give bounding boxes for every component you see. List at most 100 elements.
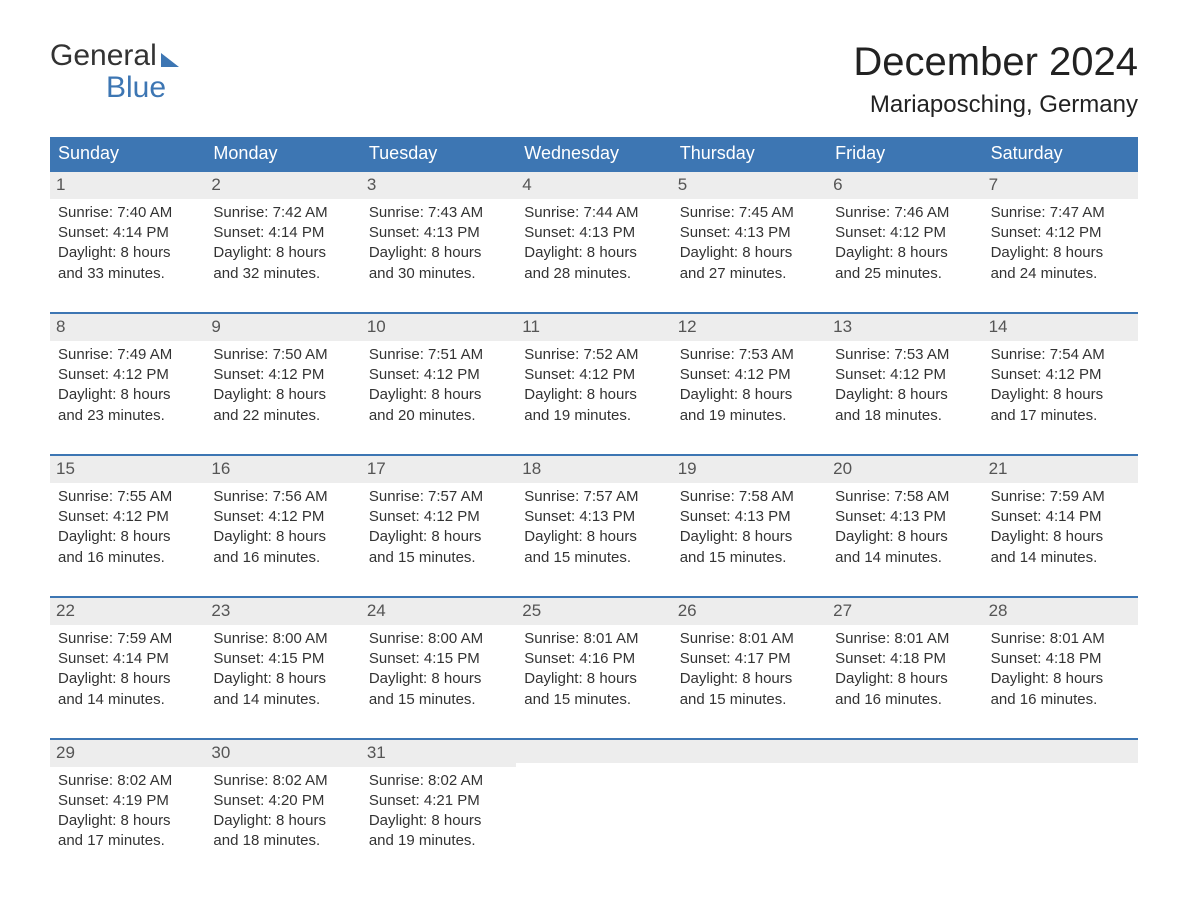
- day-number: 15: [50, 456, 205, 483]
- day-header-wednesday: Wednesday: [516, 137, 671, 170]
- calendar-cell: 18Sunrise: 7:57 AMSunset: 4:13 PMDayligh…: [516, 456, 671, 578]
- daylight-line-1: Daylight: 8 hours: [369, 669, 508, 689]
- sunrise-line: Sunrise: 7:49 AM: [58, 345, 197, 365]
- daylight-line-1: Daylight: 8 hours: [369, 527, 508, 547]
- sunset-line: Sunset: 4:13 PM: [524, 507, 663, 527]
- day-number: [516, 740, 671, 763]
- calendar-cell: 17Sunrise: 7:57 AMSunset: 4:12 PMDayligh…: [361, 456, 516, 578]
- sunrise-line: Sunrise: 7:44 AM: [524, 203, 663, 223]
- calendar-cell: 29Sunrise: 8:02 AMSunset: 4:19 PMDayligh…: [50, 740, 205, 862]
- daylight-line-1: Daylight: 8 hours: [680, 385, 819, 405]
- sunset-line: Sunset: 4:12 PM: [213, 507, 352, 527]
- sunset-line: Sunset: 4:21 PM: [369, 791, 508, 811]
- sunrise-line: Sunrise: 7:53 AM: [835, 345, 974, 365]
- daylight-line-1: Daylight: 8 hours: [58, 811, 197, 831]
- daylight-line-1: Daylight: 8 hours: [991, 527, 1130, 547]
- sunset-line: Sunset: 4:13 PM: [680, 507, 819, 527]
- daylight-line-2: and 25 minutes.: [835, 264, 974, 284]
- calendar-cell: 1Sunrise: 7:40 AMSunset: 4:14 PMDaylight…: [50, 172, 205, 294]
- daylight-line-2: and 15 minutes.: [680, 548, 819, 568]
- sunrise-line: Sunrise: 7:57 AM: [524, 487, 663, 507]
- daylight-line-1: Daylight: 8 hours: [835, 669, 974, 689]
- sunset-line: Sunset: 4:19 PM: [58, 791, 197, 811]
- calendar-cell: 28Sunrise: 8:01 AMSunset: 4:18 PMDayligh…: [983, 598, 1138, 720]
- daylight-line-1: Daylight: 8 hours: [213, 811, 352, 831]
- calendar-cell: 16Sunrise: 7:56 AMSunset: 4:12 PMDayligh…: [205, 456, 360, 578]
- day-number: 26: [672, 598, 827, 625]
- day-header-tuesday: Tuesday: [361, 137, 516, 170]
- sunrise-line: Sunrise: 7:53 AM: [680, 345, 819, 365]
- daylight-line-1: Daylight: 8 hours: [991, 385, 1130, 405]
- sunrise-line: Sunrise: 8:01 AM: [835, 629, 974, 649]
- calendar-cell: 20Sunrise: 7:58 AMSunset: 4:13 PMDayligh…: [827, 456, 982, 578]
- day-number: [672, 740, 827, 763]
- daylight-line-2: and 17 minutes.: [991, 406, 1130, 426]
- calendar-cell: 23Sunrise: 8:00 AMSunset: 4:15 PMDayligh…: [205, 598, 360, 720]
- day-number: 30: [205, 740, 360, 767]
- sunset-line: Sunset: 4:12 PM: [213, 365, 352, 385]
- calendar-cell: [516, 740, 671, 862]
- daylight-line-2: and 24 minutes.: [991, 264, 1130, 284]
- calendar-cell: 30Sunrise: 8:02 AMSunset: 4:20 PMDayligh…: [205, 740, 360, 862]
- sunrise-line: Sunrise: 7:45 AM: [680, 203, 819, 223]
- day-number: 7: [983, 172, 1138, 199]
- calendar-cell: 19Sunrise: 7:58 AMSunset: 4:13 PMDayligh…: [672, 456, 827, 578]
- daylight-line-2: and 17 minutes.: [58, 831, 197, 851]
- day-header-monday: Monday: [205, 137, 360, 170]
- daylight-line-2: and 19 minutes.: [524, 406, 663, 426]
- sunset-line: Sunset: 4:12 PM: [369, 507, 508, 527]
- sunset-line: Sunset: 4:12 PM: [58, 365, 197, 385]
- calendar-cell: 7Sunrise: 7:47 AMSunset: 4:12 PMDaylight…: [983, 172, 1138, 294]
- calendar-cell: 5Sunrise: 7:45 AMSunset: 4:13 PMDaylight…: [672, 172, 827, 294]
- sunset-line: Sunset: 4:12 PM: [835, 365, 974, 385]
- logo-word-1: General: [50, 40, 157, 72]
- calendar-cell: 8 Sunrise: 7:49 AMSunset: 4:12 PMDaylight…: [50, 314, 205, 436]
- daylight-line-1: Daylight: 8 hours: [835, 527, 974, 547]
- daylight-line-1: Daylight: 8 hours: [835, 385, 974, 405]
- daylight-line-2: and 15 minutes.: [680, 690, 819, 710]
- daylight-line-2: and 14 minutes.: [991, 548, 1130, 568]
- daylight-line-2: and 32 minutes.: [213, 264, 352, 284]
- daylight-line-1: Daylight: 8 hours: [524, 385, 663, 405]
- calendar-cell: [827, 740, 982, 862]
- sunset-line: Sunset: 4:18 PM: [991, 649, 1130, 669]
- sunrise-line: Sunrise: 7:55 AM: [58, 487, 197, 507]
- day-number: 4: [516, 172, 671, 199]
- sunset-line: Sunset: 4:13 PM: [369, 223, 508, 243]
- sunset-line: Sunset: 4:15 PM: [213, 649, 352, 669]
- daylight-line-2: and 15 minutes.: [524, 548, 663, 568]
- daylight-line-1: Daylight: 8 hours: [991, 243, 1130, 263]
- daylight-line-1: Daylight: 8 hours: [213, 243, 352, 263]
- daylight-line-2: and 14 minutes.: [835, 548, 974, 568]
- calendar-cell: 6Sunrise: 7:46 AMSunset: 4:12 PMDaylight…: [827, 172, 982, 294]
- day-header-sunday: Sunday: [50, 137, 205, 170]
- day-number: 1: [50, 172, 205, 199]
- day-header-saturday: Saturday: [983, 137, 1138, 170]
- sunset-line: Sunset: 4:15 PM: [369, 649, 508, 669]
- calendar-cell: 2Sunrise: 7:42 AMSunset: 4:14 PMDaylight…: [205, 172, 360, 294]
- sunrise-line: Sunrise: 7:47 AM: [991, 203, 1130, 223]
- day-number: 16: [205, 456, 360, 483]
- daylight-line-1: Daylight: 8 hours: [680, 243, 819, 263]
- weeks-container: 1Sunrise: 7:40 AMSunset: 4:14 PMDaylight…: [50, 170, 1138, 862]
- daylight-line-2: and 16 minutes.: [835, 690, 974, 710]
- sunrise-line: Sunrise: 7:59 AM: [58, 629, 197, 649]
- daylight-line-1: Daylight: 8 hours: [58, 385, 197, 405]
- sunset-line: Sunset: 4:14 PM: [991, 507, 1130, 527]
- daylight-line-2: and 19 minutes.: [680, 406, 819, 426]
- calendar-cell: [672, 740, 827, 862]
- daylight-line-1: Daylight: 8 hours: [680, 669, 819, 689]
- calendar-cell: 15Sunrise: 7:55 AMSunset: 4:12 PMDayligh…: [50, 456, 205, 578]
- sunset-line: Sunset: 4:12 PM: [58, 507, 197, 527]
- day-number: 8: [50, 314, 205, 341]
- daylight-line-2: and 28 minutes.: [524, 264, 663, 284]
- title-block: December 2024 Mariaposching, Germany: [853, 40, 1138, 119]
- calendar-cell: 3Sunrise: 7:43 AMSunset: 4:13 PMDaylight…: [361, 172, 516, 294]
- day-number: 20: [827, 456, 982, 483]
- daylight-line-2: and 16 minutes.: [58, 548, 197, 568]
- sunrise-line: Sunrise: 7:50 AM: [213, 345, 352, 365]
- calendar-cell: 26Sunrise: 8:01 AMSunset: 4:17 PMDayligh…: [672, 598, 827, 720]
- calendar-cell: 9Sunrise: 7:50 AMSunset: 4:12 PMDaylight…: [205, 314, 360, 436]
- week-row: 1Sunrise: 7:40 AMSunset: 4:14 PMDaylight…: [50, 170, 1138, 294]
- sunrise-line: Sunrise: 8:02 AM: [213, 771, 352, 791]
